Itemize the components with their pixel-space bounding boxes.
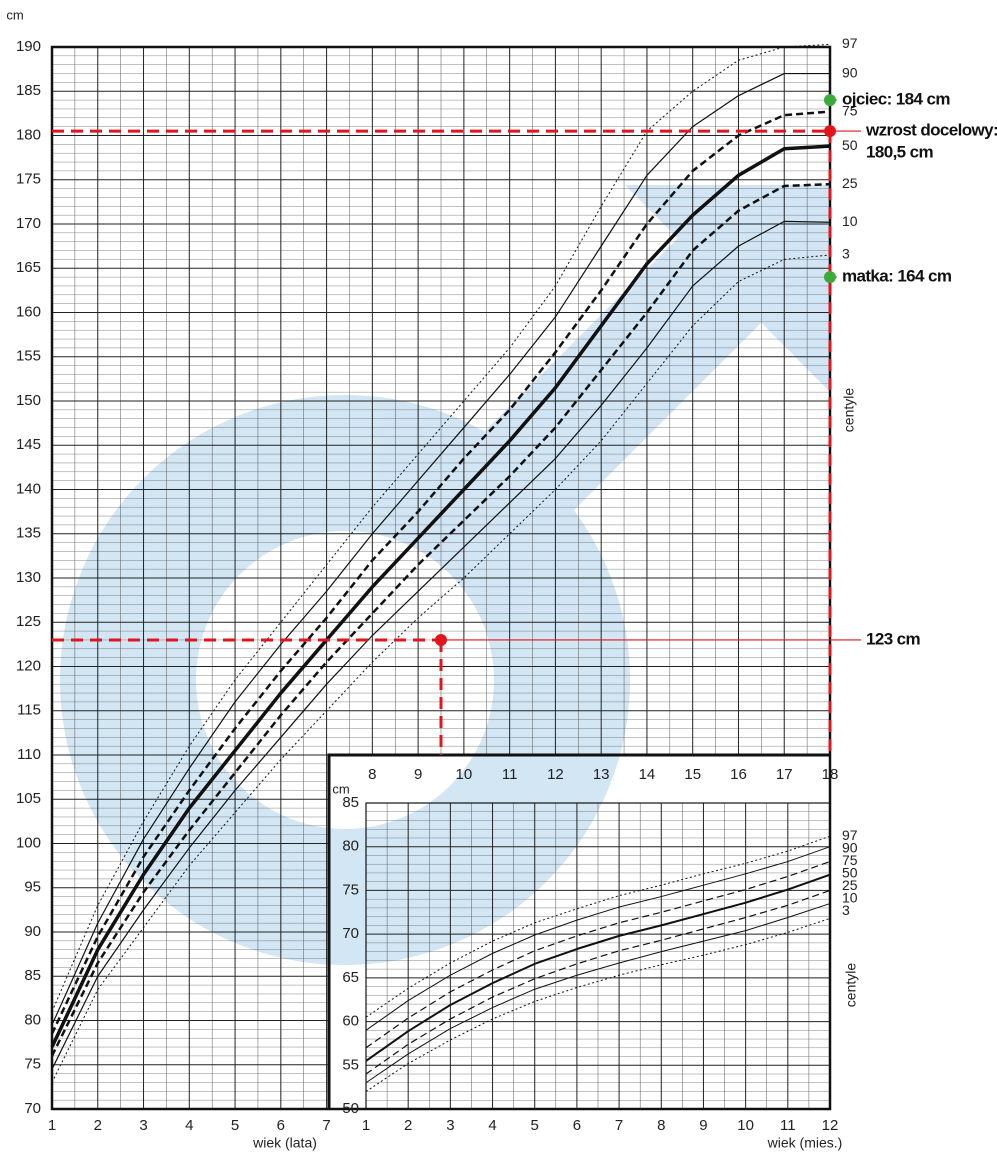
y-tick-label: 100 — [16, 834, 41, 851]
y-tick-label: 190 — [16, 38, 41, 55]
x-tick-label: 11 — [780, 1117, 796, 1134]
y-tick-label: 95 — [24, 879, 41, 896]
x-tick-label: 8 — [657, 1117, 665, 1134]
x-tick-label: 6 — [573, 1117, 581, 1134]
x-tick-label: 1 — [362, 1117, 370, 1134]
y-tick-label: 145 — [16, 436, 41, 453]
y-tick-label: 50 — [342, 1100, 359, 1117]
x-tick-label: 9 — [699, 1117, 707, 1134]
x-tick-label: 4 — [488, 1117, 496, 1134]
annotation-point — [435, 634, 447, 646]
x-tick-label: 11 — [502, 766, 518, 783]
x-tick-label: 6 — [277, 1117, 285, 1134]
x-axis-title: wiek (lata) — [252, 1135, 317, 1151]
x-tick-label: 12 — [547, 766, 564, 783]
y-tick-label: 70 — [342, 925, 359, 942]
x-tick-label: 2 — [94, 1117, 102, 1134]
centile-label: 50 — [842, 137, 858, 153]
x-tick-label: 3 — [446, 1117, 454, 1134]
grid-layer — [52, 47, 830, 1109]
y-tick-label: 105 — [16, 790, 41, 807]
centile-label: 3 — [842, 246, 850, 262]
side-label: centyle — [841, 388, 857, 433]
x-tick-label: 3 — [139, 1117, 147, 1134]
x-tick-label: 4 — [185, 1117, 193, 1134]
y-tick-label: 80 — [24, 1011, 41, 1028]
x-tick-label: 7 — [615, 1117, 623, 1134]
y-tick-label: 120 — [16, 657, 41, 674]
centile-label: 25 — [842, 175, 858, 191]
annotation-label: matka: 164 cm — [842, 267, 952, 286]
y-tick-label: 135 — [16, 525, 41, 542]
y-tick-label: 165 — [16, 259, 41, 276]
x-tick-label: 12 — [822, 1117, 839, 1134]
y-tick-label: 75 — [342, 881, 359, 898]
y-tick-label: 155 — [16, 348, 41, 365]
y-tick-label: 140 — [16, 480, 41, 497]
y-tick-label: 65 — [342, 969, 359, 986]
y-tick-label: 90 — [24, 923, 41, 940]
y-tick-label: 170 — [16, 215, 41, 232]
annotation-point — [824, 271, 836, 283]
side-label: centyle — [843, 963, 859, 1008]
x-tick-label: 14 — [639, 766, 656, 783]
annotation-label: 180,5 cm — [866, 143, 934, 162]
y-tick-label: 60 — [342, 1013, 359, 1030]
x-tick-label: 5 — [531, 1117, 539, 1134]
y-tick-label: 130 — [16, 569, 41, 586]
centile-label: 3 — [842, 902, 850, 918]
x-tick-label: 16 — [730, 766, 747, 783]
x-tick-label: 1 — [48, 1117, 56, 1134]
y-axis-unit: cm — [332, 781, 349, 796]
y-tick-label: 125 — [16, 613, 41, 630]
annotation-label: wzrost docelowy: — [865, 121, 997, 140]
annotation-label: ojciec: 184 cm — [842, 90, 950, 109]
y-tick-label: 75 — [24, 1056, 41, 1073]
y-tick-label: 160 — [16, 303, 41, 320]
y-tick-label: 85 — [342, 794, 359, 811]
y-tick-label: 110 — [17, 746, 41, 763]
growth-chart: 1234567891011121314151617187075808590951… — [0, 0, 997, 1161]
y-tick-label: 80 — [342, 838, 359, 855]
y-tick-label: 185 — [16, 82, 41, 99]
x-tick-label: 5 — [231, 1117, 239, 1134]
x-tick-label: 9 — [414, 766, 422, 783]
y-tick-label: 150 — [16, 392, 41, 409]
y-tick-label: 70 — [24, 1100, 41, 1117]
y-tick-label: 55 — [342, 1056, 359, 1073]
annotation-point — [824, 125, 836, 137]
x-tick-label: 15 — [684, 766, 701, 783]
x-tick-label: 10 — [737, 1117, 754, 1134]
x-tick-label: 7 — [322, 1117, 330, 1134]
y-tick-label: 85 — [24, 967, 41, 984]
x-tick-label: 10 — [456, 766, 473, 783]
annotation-point — [824, 94, 836, 106]
x-tick-label: 18 — [822, 766, 839, 783]
y-tick-label: 180 — [16, 126, 41, 143]
centile-label: 10 — [842, 213, 858, 229]
y-tick-label: 175 — [16, 171, 41, 188]
annotation-label: 123 cm — [866, 629, 921, 648]
x-tick-label: 2 — [404, 1117, 412, 1134]
x-tick-label: 17 — [776, 766, 793, 783]
x-tick-label: 8 — [368, 766, 376, 783]
x-tick-label: 13 — [593, 766, 610, 783]
centile-label: 90 — [842, 64, 858, 80]
centile-label: 97 — [842, 35, 858, 51]
y-axis-unit: cm — [6, 7, 23, 22]
y-tick-label: 115 — [17, 702, 41, 719]
x-axis-title: wiek (mies.) — [767, 1135, 843, 1151]
